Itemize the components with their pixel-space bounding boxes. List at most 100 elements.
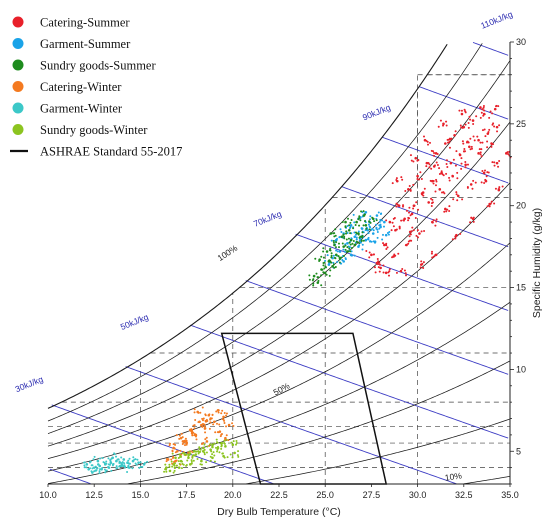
data-point-density: [209, 459, 212, 462]
data-point: [174, 456, 177, 460]
data-point-density: [344, 244, 347, 247]
data-point-density: [390, 229, 393, 232]
data-point-density: [464, 161, 467, 164]
data-point-density: [435, 218, 438, 221]
data-point: [344, 220, 347, 224]
data-point-density: [212, 423, 215, 426]
data-point-density: [344, 225, 347, 228]
data-point-density: [432, 255, 435, 258]
data-point-density: [217, 411, 220, 414]
data-point-density: [358, 216, 361, 219]
data-point-density: [395, 228, 398, 231]
data-point-density: [431, 256, 434, 259]
data-point-density: [451, 174, 454, 177]
data-point-density: [216, 422, 219, 425]
data-point-density: [416, 229, 419, 232]
data-point-density: [465, 141, 468, 144]
data-points: [83, 104, 512, 475]
data-point-density: [451, 238, 454, 241]
data-point-density: [226, 456, 229, 459]
data-point-density: [334, 257, 337, 260]
data-point-density: [339, 228, 342, 231]
data-point-density: [338, 235, 341, 238]
data-point-density: [315, 272, 318, 275]
data-point-density: [196, 458, 199, 461]
data-point-density: [216, 445, 219, 448]
data-point-density: [428, 163, 431, 166]
data-point-density: [198, 448, 201, 451]
data-point: [342, 245, 345, 248]
data-point-density: [202, 417, 205, 420]
data-point: [85, 463, 89, 466]
data-point-density: [443, 210, 446, 213]
x-tick-label: 15.0: [132, 490, 150, 500]
data-point-density: [422, 135, 425, 138]
rh-curve: [47, 43, 483, 422]
rh-curve: [47, 43, 448, 409]
data-point-density: [345, 238, 348, 241]
data-point-density: [338, 261, 341, 264]
data-point-density: [367, 238, 370, 241]
data-point-density: [435, 178, 438, 181]
legend-item: ASHRAE Standard 55-2017: [10, 145, 182, 159]
data-point-density: [204, 414, 207, 417]
data-point-density: [355, 240, 358, 243]
data-point-density: [187, 453, 190, 456]
data-point-density: [391, 221, 394, 224]
data-point-density: [419, 171, 422, 174]
data-point-density: [352, 213, 355, 216]
data-point: [91, 471, 94, 474]
data-point-density: [191, 434, 194, 437]
data-point-density: [355, 232, 358, 235]
data-point-density: [329, 249, 332, 252]
data-point-density: [223, 421, 226, 424]
data-point-density: [430, 167, 433, 170]
data-point-density: [352, 240, 355, 243]
data-point-density: [163, 470, 166, 473]
data-point-density: [375, 227, 378, 230]
data-point-density: [214, 431, 217, 434]
data-point-density: [481, 129, 484, 132]
data-point: [449, 161, 453, 165]
data-point-density: [494, 187, 497, 190]
enthalpy-line: [295, 233, 509, 311]
data-point-density: [203, 451, 206, 454]
enthalpy-line: [245, 280, 509, 375]
data-point-density: [186, 459, 189, 462]
data-point-density: [486, 140, 489, 143]
data-point-density: [223, 439, 226, 442]
data-point-density: [490, 145, 493, 148]
data-point-density: [185, 439, 188, 442]
data-point-density: [498, 186, 501, 189]
data-point-density: [353, 221, 356, 224]
data-point: [325, 250, 329, 253]
data-point-density: [480, 181, 483, 184]
data-point-density: [357, 230, 360, 233]
data-point-density: [414, 216, 417, 219]
data-point-density: [456, 177, 459, 180]
data-point-density: [432, 180, 435, 183]
data-point-density: [223, 419, 226, 422]
data-point-density: [491, 161, 494, 164]
data-point-density: [485, 175, 488, 178]
data-point-density: [473, 139, 476, 142]
data-point-density: [126, 471, 129, 474]
data-point-density: [173, 462, 176, 465]
data-point-density: [381, 219, 384, 222]
rh-curve: [47, 242, 511, 472]
data-point-density: [83, 461, 86, 464]
data-point-density: [342, 248, 345, 251]
data-point: [227, 423, 231, 427]
data-point-density: [482, 105, 485, 108]
data-point-density: [187, 454, 190, 457]
data-point-density: [346, 217, 349, 220]
data-point-density: [340, 231, 343, 234]
data-point-density: [360, 210, 363, 213]
data-point-density: [209, 455, 212, 458]
legend-item: Garment-Winter: [12, 102, 123, 116]
data-point-density: [329, 269, 332, 272]
data-point-density: [488, 205, 491, 208]
data-point-density: [435, 220, 438, 223]
data-point-density: [194, 435, 197, 438]
data-point-density: [343, 237, 346, 240]
